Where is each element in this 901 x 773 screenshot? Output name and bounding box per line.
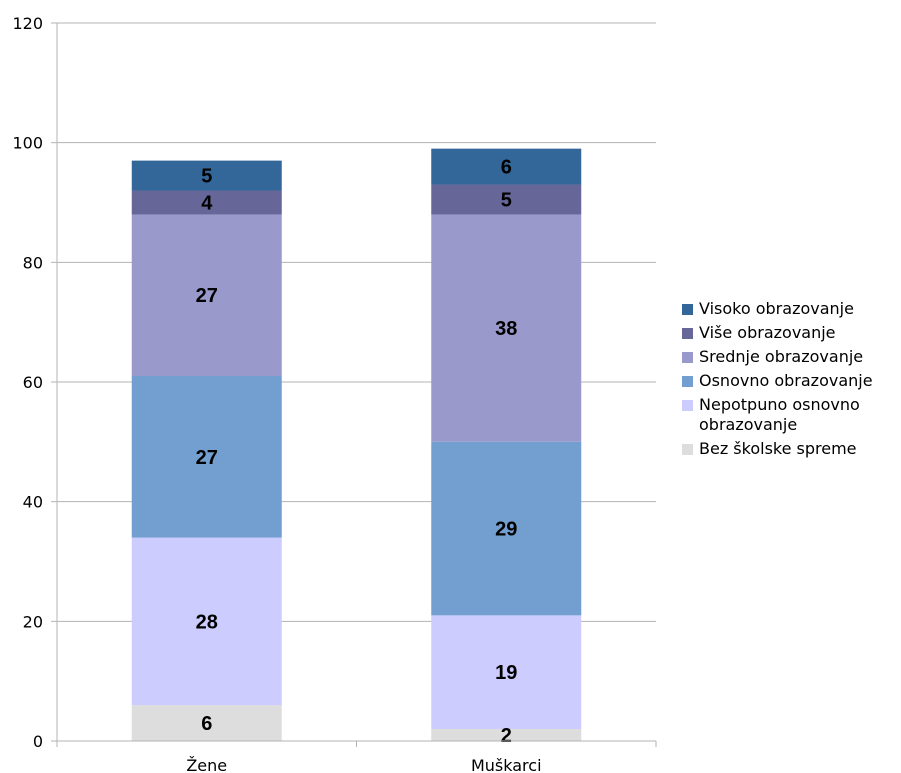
y-tick-label: 20 xyxy=(23,612,43,631)
data-label: 4 xyxy=(201,193,213,215)
legend-swatch xyxy=(682,376,693,387)
data-label: 28 xyxy=(196,611,218,633)
data-labels: 6 28 27 27 4 5 2 19 29 38 5 6 xyxy=(196,157,518,747)
data-label: 5 xyxy=(501,190,512,212)
legend-item: Srednje obrazovanje xyxy=(682,347,897,367)
bar-segment xyxy=(131,376,282,538)
bar-segment xyxy=(131,705,282,741)
bars xyxy=(131,148,582,741)
data-label: 29 xyxy=(495,519,517,541)
bar-segment xyxy=(431,148,582,185)
legend-label: Osnovno obrazovanje xyxy=(699,371,873,390)
bar-segment xyxy=(431,184,582,215)
bar-segment xyxy=(431,441,582,616)
category-label: Muškarci xyxy=(471,756,542,773)
legend-item: Bez školske spreme xyxy=(682,439,897,459)
category-label: Žene xyxy=(186,756,227,773)
legend-swatch xyxy=(682,352,693,363)
legend-label: Bez školske spreme xyxy=(699,439,857,458)
legend-label: Visoko obrazovanje xyxy=(699,299,854,318)
data-label: 27 xyxy=(196,447,218,469)
legend-swatch xyxy=(682,304,693,315)
legend: Visoko obrazovanje Više obrazovanje Srednj… xyxy=(682,299,897,463)
bar-segment xyxy=(131,214,282,377)
bar-segment xyxy=(431,214,582,442)
legend-swatch xyxy=(682,444,693,455)
bar-segment xyxy=(131,190,282,215)
y-tick-label: 0 xyxy=(33,732,43,751)
y-tick-label: 100 xyxy=(12,134,43,153)
y-tick-label: 60 xyxy=(23,373,43,392)
data-label: 6 xyxy=(201,713,212,735)
data-label: 38 xyxy=(495,318,517,340)
y-tick-label: 120 xyxy=(12,14,43,33)
data-label: 27 xyxy=(196,285,218,307)
bar-segment xyxy=(431,729,582,741)
legend-swatch xyxy=(682,400,693,411)
data-label: 2 xyxy=(501,725,512,747)
axes: 0 20 40 60 80 100 120 Žene Muškarci xyxy=(12,14,657,773)
bar-segment xyxy=(131,537,282,706)
bar-segment xyxy=(131,160,282,191)
legend-item: Visoko obrazovanje xyxy=(682,299,897,319)
y-tick-label: 80 xyxy=(23,253,43,272)
legend-label: Više obrazovanje xyxy=(699,323,836,342)
legend-item: Osnovno obrazovanje xyxy=(682,371,897,391)
legend-label: Nepotpuno osnovno obrazovanje xyxy=(699,395,860,434)
data-label: 6 xyxy=(501,157,512,179)
data-label: 5 xyxy=(201,166,212,188)
legend-swatch xyxy=(682,328,693,339)
bar-segment xyxy=(431,615,582,730)
data-label: 19 xyxy=(495,662,517,684)
legend-label: Srednje obrazovanje xyxy=(699,347,864,366)
legend-item: Više obrazovanje xyxy=(682,323,897,343)
y-tick-label: 40 xyxy=(23,493,43,512)
legend-item: Nepotpuno osnovno obrazovanje xyxy=(682,395,897,435)
